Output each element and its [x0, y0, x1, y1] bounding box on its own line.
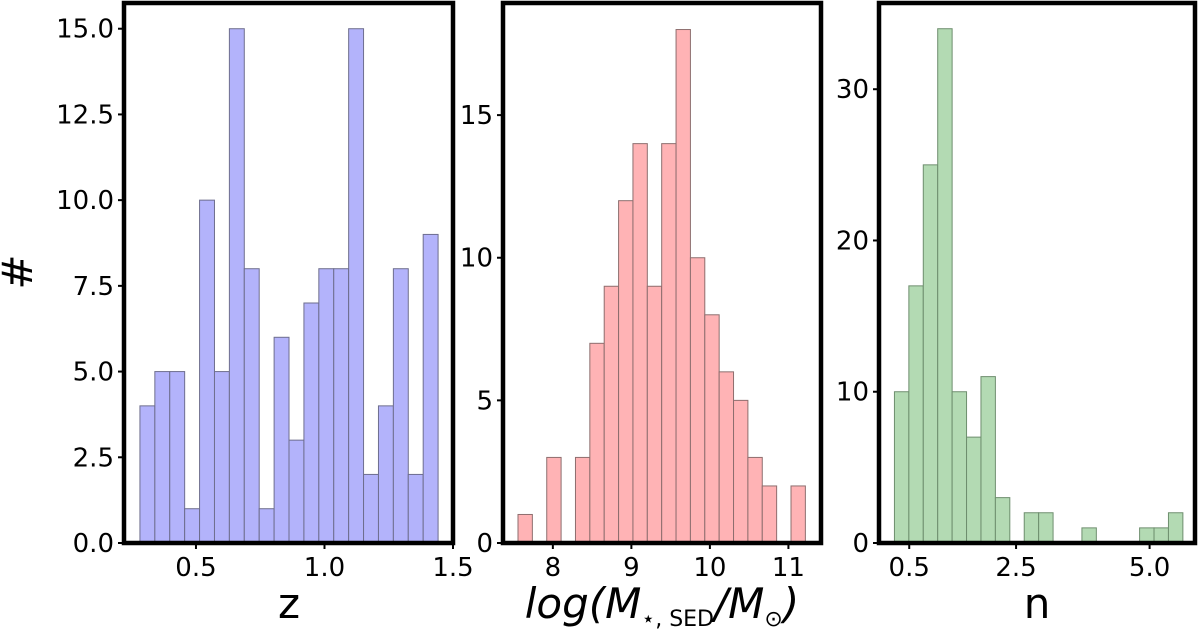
histogram-bar — [951, 391, 968, 544]
histogram-bar — [318, 268, 335, 544]
histogram-bar — [169, 371, 186, 544]
histogram-bar — [790, 485, 806, 544]
histogram-bar — [718, 371, 735, 544]
y-tick-label: 0.0 — [73, 529, 114, 559]
y-tick-label: 12.5 — [56, 100, 114, 130]
histogram-bar — [1139, 527, 1155, 544]
histogram-bar — [632, 143, 648, 544]
histogram-bar — [333, 268, 350, 544]
y-tick-label: 15 — [460, 101, 493, 131]
histogram-bar — [922, 164, 939, 544]
histogram-bar — [603, 285, 620, 544]
xlabel-part: SED — [669, 607, 714, 632]
x-tick-label: 10 — [693, 553, 726, 583]
histogram-bar — [273, 336, 290, 544]
histogram-bar — [937, 28, 953, 544]
histogram-bar — [908, 285, 924, 544]
histogram-bar — [1167, 512, 1184, 544]
y-tick-label: 2.5 — [73, 443, 114, 473]
histogram-bar — [661, 143, 677, 544]
histogram-bar — [1153, 527, 1169, 544]
histogram-bar — [228, 28, 245, 544]
x-axis-label-z: z — [278, 579, 300, 628]
histogram-bar — [139, 405, 156, 544]
x-tick-label: 8 — [545, 553, 562, 583]
histogram-bar — [704, 314, 720, 544]
histogram-bar — [966, 436, 982, 544]
histogram-bar — [980, 376, 996, 544]
x-tick-label: 1.5 — [432, 553, 473, 583]
histogram-bar — [303, 302, 320, 544]
xlabel-part: ⋆, — [641, 607, 669, 632]
histogram-bar — [589, 342, 605, 544]
histogram-bar — [184, 508, 201, 544]
histogram-bar — [377, 405, 394, 544]
y-tick-label: 0 — [476, 529, 493, 559]
x-axis-label-n: n — [1024, 579, 1051, 628]
y-tick-label: 10 — [460, 244, 493, 274]
xlabel-part: /M — [710, 579, 764, 628]
histogram-bar — [258, 508, 275, 544]
histogram-bar — [994, 497, 1011, 544]
histogram-bar — [392, 268, 409, 544]
histogram-bar — [761, 485, 778, 544]
x-tick-label: 2.5 — [995, 553, 1036, 583]
y-tick-label: 5 — [476, 386, 493, 416]
y-tick-label: 10 — [836, 378, 869, 408]
x-tick-label: 11 — [772, 553, 805, 583]
histogram-bar — [546, 456, 562, 544]
histogram-bar — [574, 456, 591, 544]
y-tick-label: 7.5 — [73, 272, 114, 302]
x-tick-label: 0.5 — [175, 553, 216, 583]
xlabel-part: ⊙ — [764, 607, 782, 632]
y-tick-label: 15.0 — [56, 15, 114, 45]
y-tick-label: 20 — [836, 226, 869, 256]
histogram-bar — [199, 199, 215, 544]
xlabel-part: log(M — [525, 579, 642, 628]
axes-frame — [876, 0, 1198, 546]
y-tick-label: 5.0 — [73, 358, 114, 388]
histogram-bar — [517, 513, 533, 544]
x-tick-label: 0.5 — [889, 553, 930, 583]
y-tick-label: 30 — [836, 75, 869, 105]
y-tick-label: 0 — [852, 529, 869, 559]
histogram-bar — [618, 200, 634, 544]
y-axis-label: # — [0, 254, 42, 289]
histogram-bar — [689, 257, 706, 544]
histogram-bar — [893, 391, 910, 544]
x-axis-label-stellar-mass: log(M⋆, SED/M⊙) — [525, 579, 799, 632]
xlabel-part: ) — [780, 579, 799, 628]
histogram-bar — [675, 29, 691, 544]
histogram-bar — [213, 371, 230, 544]
histogram-bar — [1023, 512, 1040, 544]
histogram-bar — [363, 473, 379, 544]
histogram-bar — [422, 233, 439, 544]
histogram-bar — [1081, 527, 1097, 544]
axes-frame — [500, 0, 824, 546]
histogram-bar — [407, 473, 424, 544]
x-tick-label: 1.0 — [304, 553, 345, 583]
histogram-bar — [348, 28, 365, 544]
histogram-bar — [1038, 512, 1054, 544]
histogram-bar — [747, 456, 763, 544]
histogram-bar — [243, 268, 260, 544]
axes-frame — [121, 0, 456, 546]
x-tick-label: 9 — [623, 553, 640, 583]
histogram-bar — [646, 285, 663, 544]
x-tick-label: 5.0 — [1129, 553, 1170, 583]
histogram-bar — [154, 371, 171, 544]
y-tick-label: 10.0 — [56, 186, 114, 216]
histogram-bar — [733, 399, 749, 544]
histogram-bar — [288, 439, 305, 544]
